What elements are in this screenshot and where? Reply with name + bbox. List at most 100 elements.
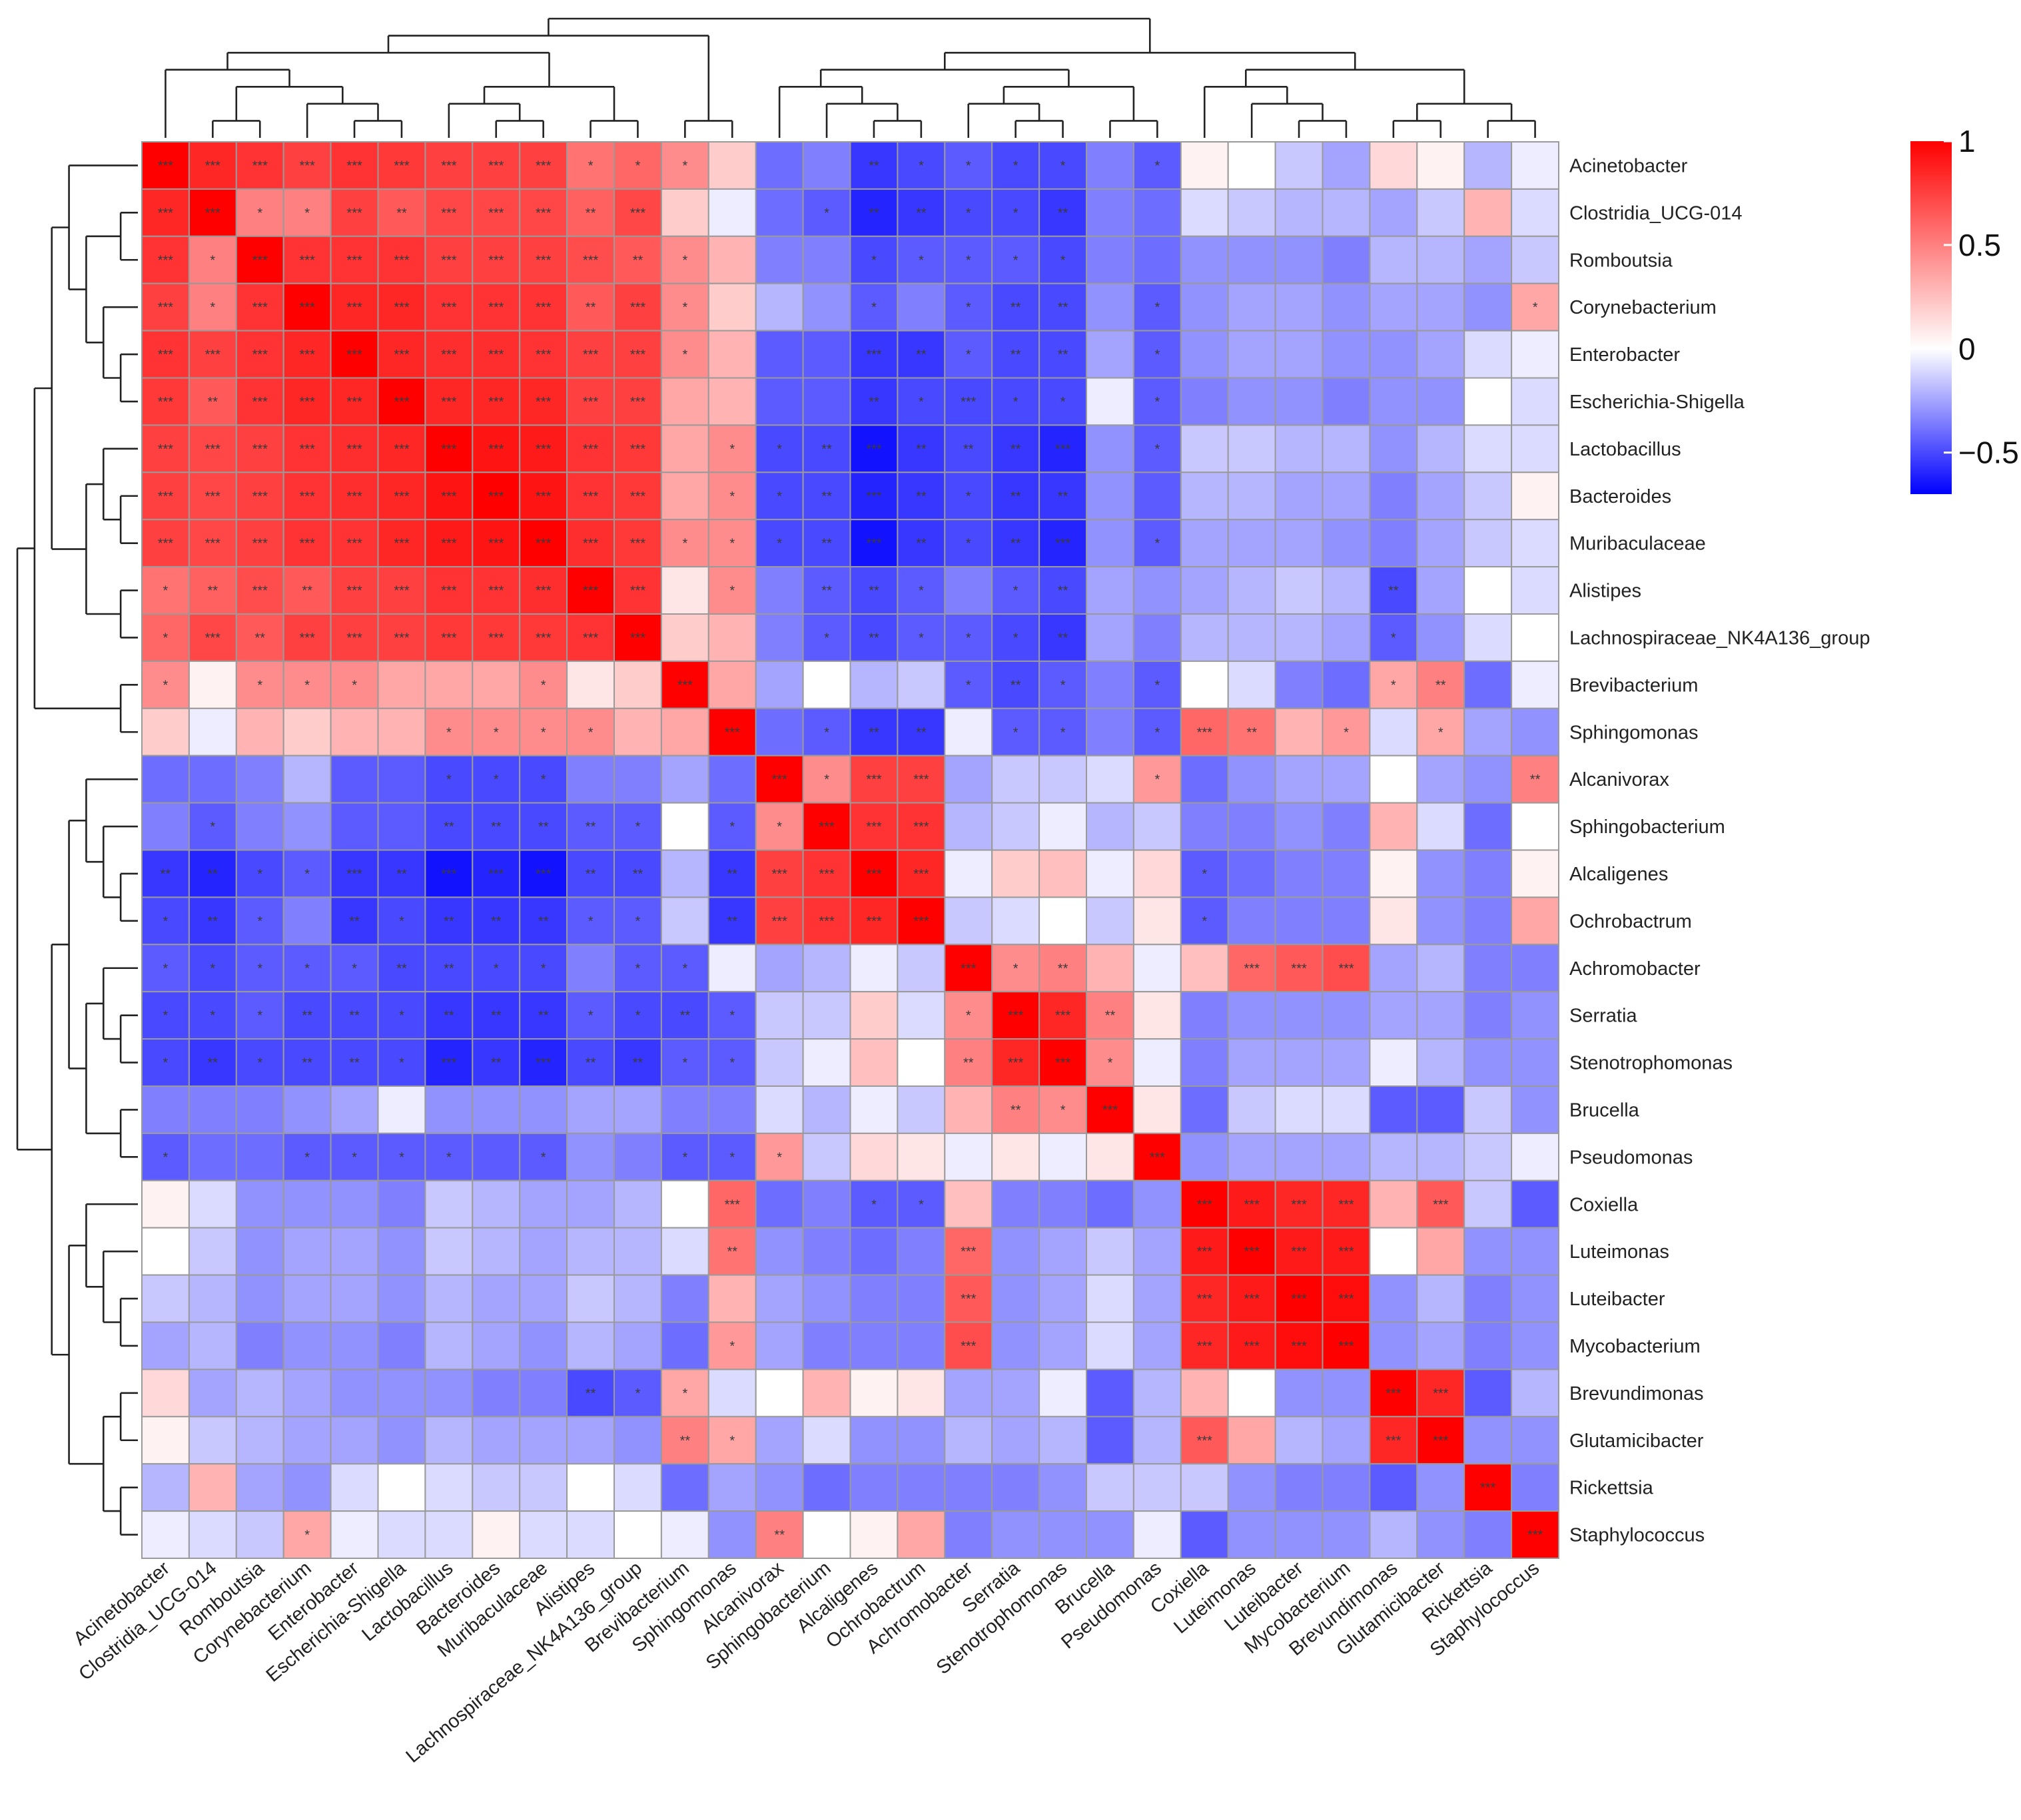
cell-coxiella-escherichia-shigella [377, 1179, 426, 1229]
significance-mark: * [257, 962, 262, 976]
cell-brevundimonas-serratia [991, 1368, 1040, 1418]
cell-escherichia-shigella-lactobacillus [424, 377, 474, 426]
significance-mark: *** [536, 300, 552, 315]
cell-achromobacter-pseudomonas [1132, 944, 1182, 993]
significance-mark: * [304, 678, 310, 693]
cell-lachnospiraceae-nk4a136-group-enterobacter [330, 613, 379, 662]
significance-mark: * [494, 962, 499, 976]
significance-mark: * [729, 537, 735, 551]
cell-rickettsia-lachnospiraceae-nk4a136-group [613, 1463, 662, 1512]
cell-glutamicibacter-staphylococcus [1511, 1416, 1560, 1465]
significance-mark: *** [1480, 1481, 1496, 1496]
significance-mark: *** [441, 300, 457, 315]
significance-mark: *** [1008, 1009, 1024, 1024]
significance-mark: * [1060, 678, 1066, 693]
cell-brevundimonas-ochrobactrum [897, 1368, 946, 1418]
cell-serratia-alcanivorax [755, 991, 804, 1040]
significance-mark: *** [536, 584, 552, 599]
cell-luteimonas-acinetobacter [141, 1227, 190, 1276]
cell-lactobacillus-romboutsia [235, 424, 284, 473]
cell-brucella-lactobacillus [424, 1085, 474, 1134]
significance-mark: * [304, 206, 310, 220]
cell-sphingobacterium-achromobacter [944, 802, 993, 851]
cell-lachnospiraceae-nk4a136-group-escherichia-shigella [377, 613, 426, 662]
cell-staphylococcus-ochrobactrum [897, 1510, 946, 1560]
cell-enterobacter-muribaculaceae [519, 330, 568, 379]
significance-mark: *** [252, 584, 268, 599]
significance-mark: * [588, 158, 594, 173]
cell-serratia-staphylococcus [1511, 991, 1560, 1040]
significance-mark: * [871, 300, 877, 315]
significance-mark: *** [488, 158, 504, 173]
significance-mark: ** [491, 914, 502, 929]
significance-mark: * [1060, 395, 1066, 410]
significance-mark: * [966, 678, 971, 693]
cell-achromobacter-alcaligenes [849, 944, 899, 993]
cell-acinetobacter-luteimonas [1227, 141, 1276, 190]
cell-muribaculaceae-staphylococcus [1511, 519, 1560, 568]
significance-mark: *** [300, 253, 316, 268]
cell-corynebacterium-brevundimonas [1369, 282, 1418, 332]
significance-mark: *** [252, 537, 268, 551]
cell-escherichia-shigella-sphingobacterium [802, 377, 851, 426]
cell-bacteroides-acinetobacter [141, 471, 190, 521]
cell-bacteroides-coxiella [1180, 471, 1229, 521]
cell-coxiella-lachnospiraceae-nk4a136-group [613, 1179, 662, 1229]
cell-alistipes-coxiella [1180, 566, 1229, 615]
significance-mark: *** [961, 1339, 977, 1354]
cell-sphingobacterium-romboutsia [235, 802, 284, 851]
cell-corynebacterium-alcanivorax [755, 282, 804, 332]
cell-clostridia-ucg-014-pseudomonas [1132, 188, 1182, 237]
significance-mark: ** [1530, 772, 1541, 787]
cell-lachnospiraceae-nk4a136-group-rickettsia [1463, 613, 1513, 662]
cell-achromobacter-brevundimonas [1369, 944, 1418, 993]
cell-corynebacterium-luteimonas [1227, 282, 1276, 332]
significance-mark: *** [394, 348, 410, 362]
cell-romboutsia-acinetobacter [141, 235, 190, 284]
heatmap-grid: *** *** *** *** *** *** *** *** *** * * * ** * * * * ****… [141, 141, 1560, 1560]
cell-stenotrophomonas-escherichia-shigella [377, 1038, 426, 1087]
cell-bacteroides-sphingobacterium [802, 471, 851, 521]
row-label-stenotrophomonas: Stenotrophomonas [1569, 1053, 1733, 1074]
significance-mark: * [494, 725, 499, 740]
cell-sphingomonas-lactobacillus [424, 707, 474, 757]
cell-enterobacter-escherichia-shigella [377, 330, 426, 379]
cell-lactobacillus-acinetobacter [141, 424, 190, 473]
cell-glutamicibacter-lachnospiraceae-nk4a136-group [613, 1416, 662, 1465]
cell-lactobacillus-alcaligenes [849, 424, 899, 473]
cell-stenotrophomonas-lactobacillus [424, 1038, 474, 1087]
cell-muribaculaceae-sphingomonas [707, 519, 757, 568]
cell-ochrobactrum-luteimonas [1227, 896, 1276, 946]
cell-rickettsia-escherichia-shigella [377, 1463, 426, 1512]
cell-alistipes-sphingobacterium [802, 566, 851, 615]
cell-pseudomonas-achromobacter [944, 1132, 993, 1181]
significance-mark: *** [583, 395, 599, 410]
cell-corynebacterium-enterobacter [330, 282, 379, 332]
cell-rickettsia-achromobacter [944, 1463, 993, 1512]
cell-lachnospiraceae-nk4a136-group-serratia [991, 613, 1040, 662]
significance-mark: * [304, 1150, 310, 1165]
cell-romboutsia-serratia [991, 235, 1040, 284]
cell-sphingomonas-alcaligenes [849, 707, 899, 757]
significance-mark: *** [1291, 1339, 1307, 1354]
significance-mark: *** [583, 631, 599, 646]
significance-mark: *** [441, 206, 457, 220]
cell-alcanivorax-serratia [991, 755, 1040, 804]
significance-mark: ** [491, 1009, 502, 1024]
cell-rickettsia-alcaligenes [849, 1463, 899, 1512]
row-label-brevundimonas: Brevundimonas [1569, 1383, 1704, 1404]
cell-alcanivorax-rickettsia [1463, 755, 1513, 804]
cell-lactobacillus-brevibacterium [660, 424, 709, 473]
cell-clostridia-ucg-014-luteibacter [1274, 188, 1324, 237]
cell-achromobacter-brucella [1086, 944, 1134, 993]
column-dendrogram [165, 17, 1536, 138]
significance-mark: ** [869, 158, 879, 173]
cell-alistipes-luteimonas [1227, 566, 1276, 615]
significance-mark: *** [630, 348, 646, 362]
cell-mycobacterium-escherichia-shigella [377, 1321, 426, 1370]
cell-alcaligenes-glutamicibacter [1416, 849, 1465, 898]
significance-mark: * [257, 867, 262, 882]
significance-mark: ** [680, 1434, 691, 1448]
row-label-glutamicibacter: Glutamicibacter [1569, 1430, 1704, 1452]
row-labels: Acinetobacter Clostridia_UCG-014 Romboutsi… [1569, 155, 1870, 1546]
